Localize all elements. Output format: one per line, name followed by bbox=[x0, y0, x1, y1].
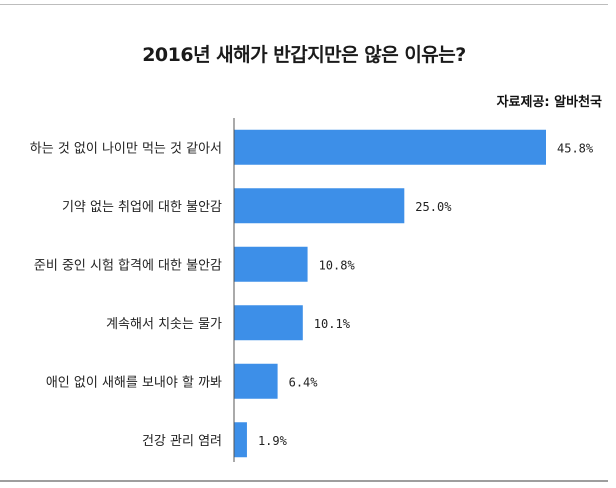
category-label-4: 애인 없이 새해를 보내야 할 까봐 bbox=[46, 375, 222, 390]
category-label-2: 준비 중인 시험 합격에 대한 불안감 bbox=[34, 258, 222, 273]
category-label-1: 기약 없는 취업에 대한 불안감 bbox=[62, 200, 222, 215]
chart-title: 2016년 새해가 반갑지만은 않은 이유는? bbox=[142, 44, 466, 66]
bar-1 bbox=[234, 188, 405, 224]
bar-5 bbox=[234, 422, 247, 458]
value-label-2: 10.8% bbox=[319, 258, 356, 272]
value-label-1: 25.0% bbox=[415, 200, 452, 214]
bars-group: 하는 것 없이 나이만 먹는 것 같아서 45.8% 기약 없는 취업에 대한 불안… bbox=[30, 129, 594, 458]
value-label-5: 1.9% bbox=[258, 434, 288, 448]
bar-0 bbox=[234, 129, 546, 165]
category-label-5: 건강 관리 염려 bbox=[142, 434, 222, 449]
value-label-4: 6.4% bbox=[289, 375, 319, 389]
source-label: 자료제공: 알바천국 bbox=[496, 95, 602, 110]
bar-4 bbox=[234, 363, 278, 399]
bar-3 bbox=[234, 305, 303, 341]
bar-2 bbox=[234, 246, 308, 282]
category-label-0: 하는 것 없이 나이만 먹는 것 같아서 bbox=[30, 141, 222, 156]
bottom-rule bbox=[0, 480, 608, 482]
category-label-3: 계속해서 치솟는 물가 bbox=[106, 317, 222, 332]
value-label-0: 45.8% bbox=[557, 141, 594, 155]
value-label-3: 10.1% bbox=[314, 317, 351, 331]
top-rule bbox=[0, 4, 608, 5]
